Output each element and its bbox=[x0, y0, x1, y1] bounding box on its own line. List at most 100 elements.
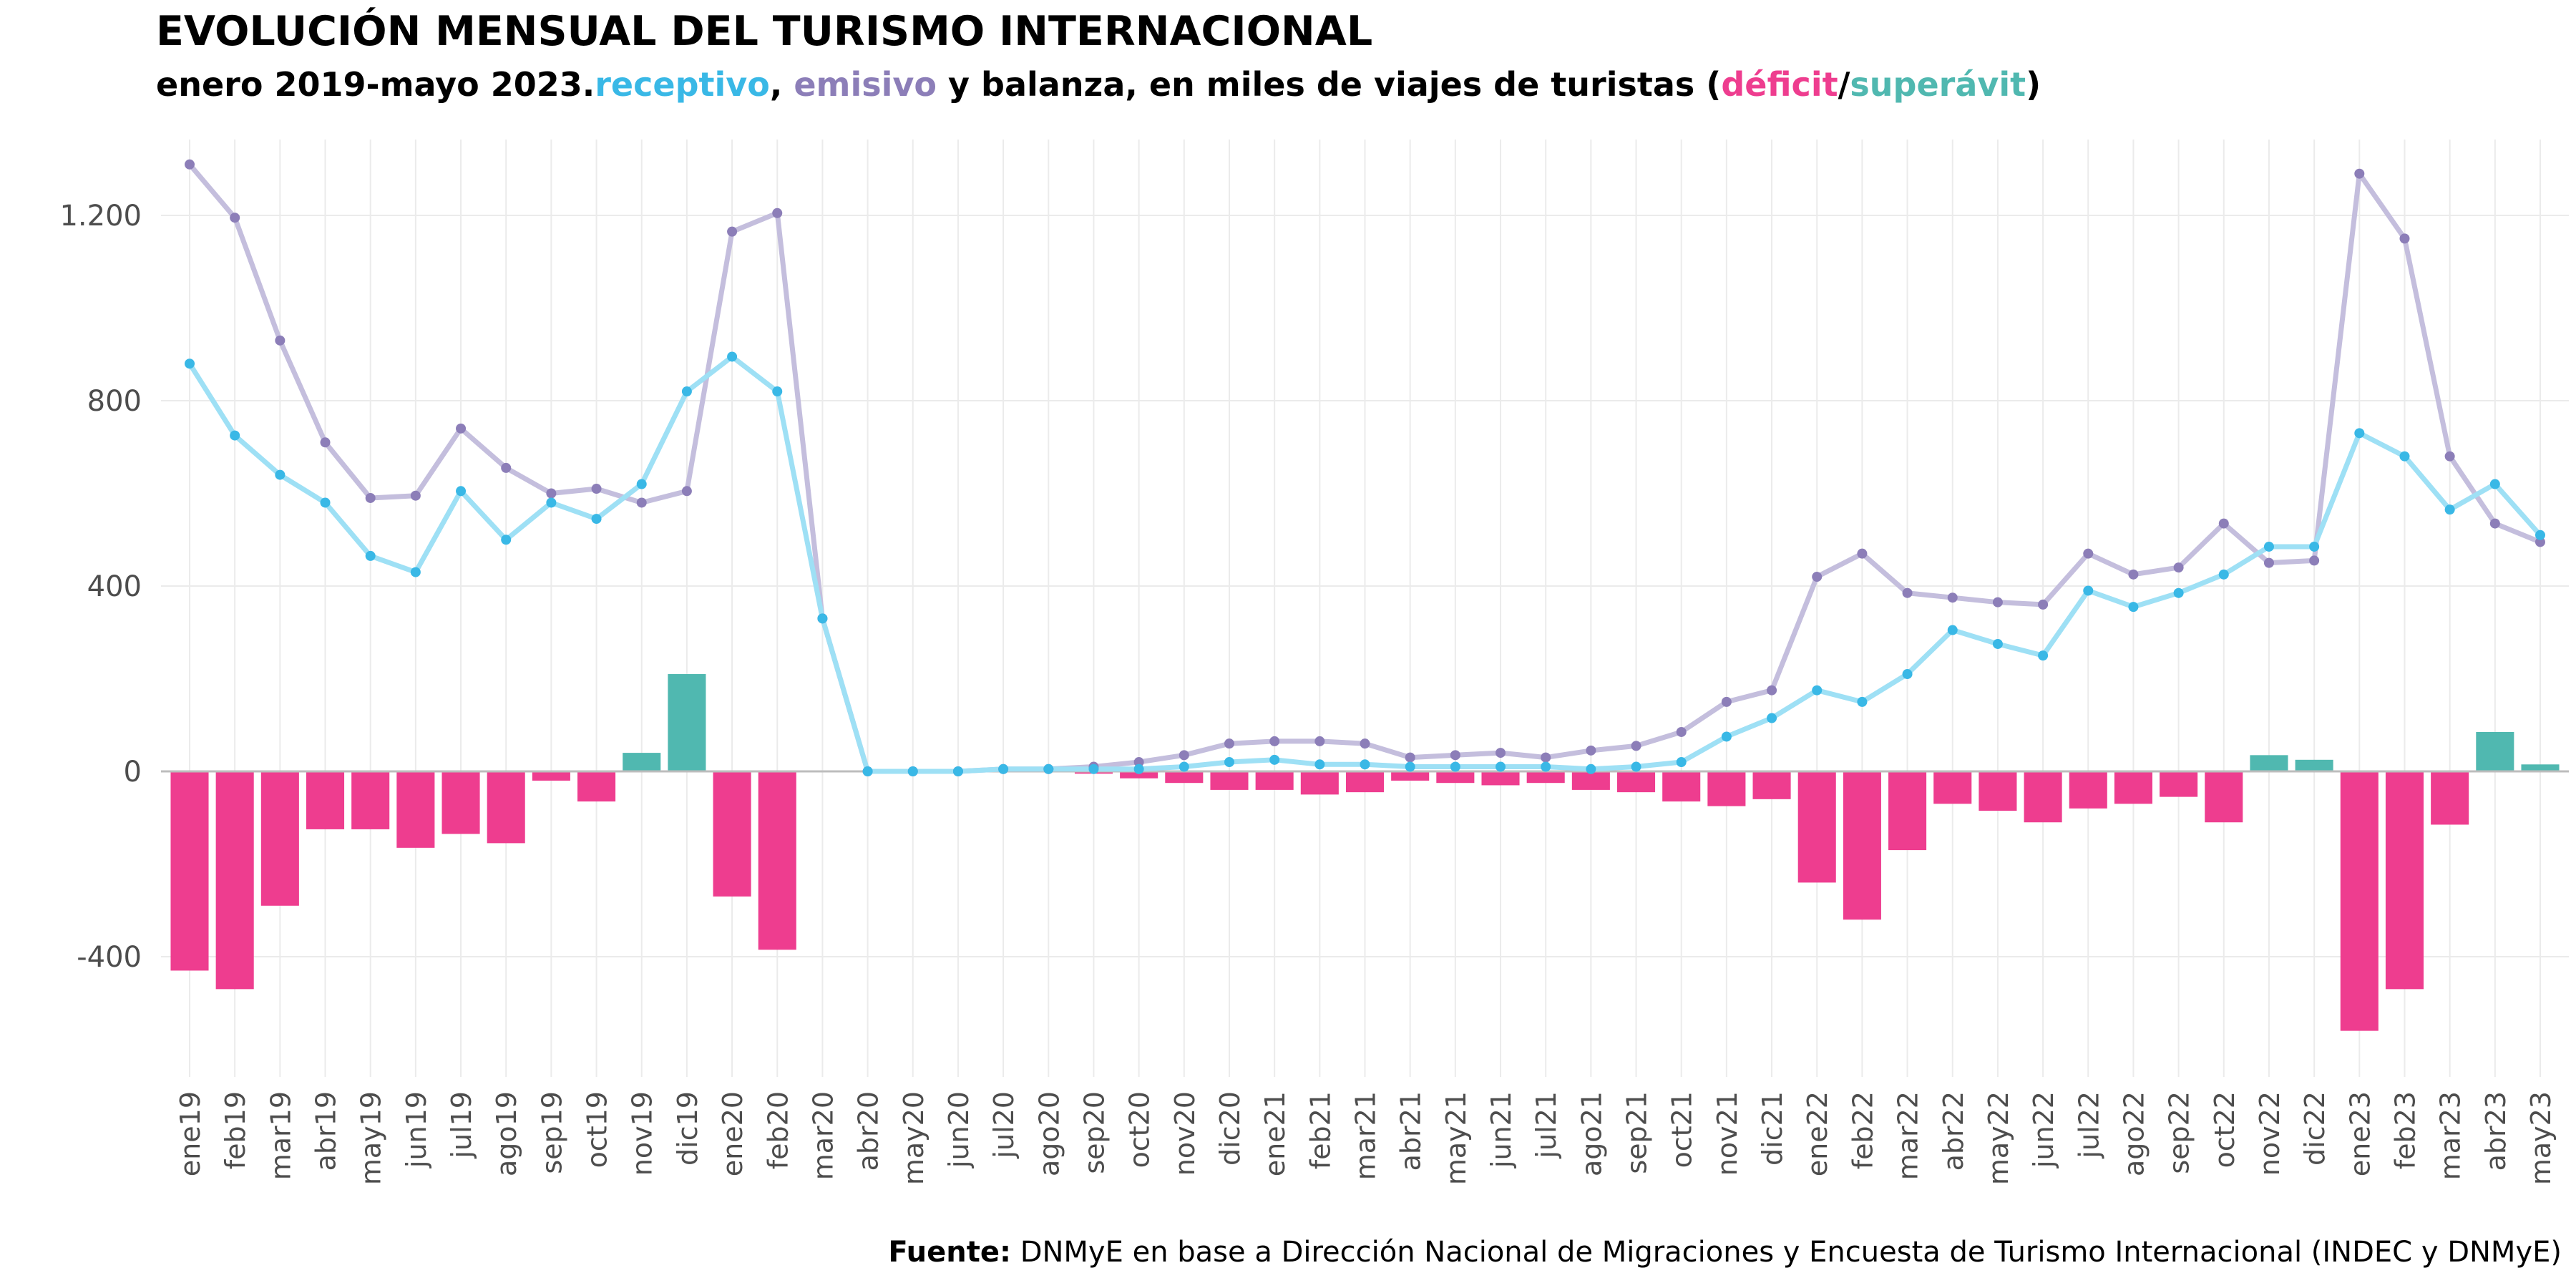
receptivo-point bbox=[998, 763, 1009, 774]
deficit-bar bbox=[1571, 771, 1610, 790]
x-tick-label: jun22 bbox=[2028, 1091, 2059, 1169]
emisivo-point bbox=[2263, 557, 2274, 568]
receptivo-point bbox=[1857, 696, 1868, 707]
subtitle-emisivo: emisivo bbox=[794, 65, 937, 104]
x-tick-label: jun21 bbox=[1485, 1091, 1517, 1169]
deficit-bar bbox=[396, 771, 435, 848]
emisivo-point bbox=[1676, 726, 1687, 737]
x-tick-label: nov21 bbox=[1712, 1091, 1743, 1176]
deficit-bar bbox=[713, 771, 751, 897]
receptivo-point bbox=[817, 613, 828, 624]
y-axis: -400 0 400 800 1.200 bbox=[59, 200, 142, 974]
x-tick-label: mar23 bbox=[2435, 1091, 2467, 1180]
emisivo-point bbox=[2083, 548, 2094, 559]
deficit-bar bbox=[1436, 771, 1475, 784]
emisivo-point bbox=[1767, 685, 1777, 696]
x-tick-label: abr20 bbox=[853, 1091, 884, 1171]
superavit-bar bbox=[2295, 759, 2333, 771]
x-tick-label: ene23 bbox=[2344, 1091, 2376, 1176]
source-note: Fuente: DNMyE en base a Dirección Nacion… bbox=[888, 1236, 2562, 1269]
x-tick-label: may20 bbox=[898, 1091, 930, 1185]
emisivo-point bbox=[1631, 741, 1641, 751]
deficit-bar bbox=[351, 771, 390, 829]
x-tick-label: ene22 bbox=[1802, 1091, 1833, 1176]
receptivo-point bbox=[1721, 731, 1732, 742]
emisivo-point bbox=[546, 488, 557, 499]
x-tick-label: sep19 bbox=[536, 1091, 567, 1174]
deficit-bar bbox=[170, 771, 209, 971]
emisivo-point bbox=[2038, 599, 2049, 610]
x-tick-label: jul21 bbox=[1531, 1091, 1562, 1159]
x-tick-label: ago21 bbox=[1576, 1091, 1607, 1176]
deficit-bar bbox=[2385, 771, 2424, 990]
y-tick-label: 0 bbox=[124, 756, 142, 789]
x-tick-label: may22 bbox=[1983, 1091, 2014, 1185]
emisivo-point bbox=[501, 462, 512, 473]
receptivo-point bbox=[2354, 428, 2365, 439]
emisivo-point bbox=[2173, 562, 2184, 573]
deficit-bar bbox=[1797, 771, 1836, 883]
receptivo-point bbox=[907, 766, 918, 776]
deficit-bar bbox=[1707, 771, 1746, 806]
receptivo-point bbox=[1405, 761, 1415, 772]
x-tick-label: dic20 bbox=[1214, 1091, 1246, 1166]
emisivo-point bbox=[636, 497, 647, 508]
balance-bars bbox=[170, 674, 2560, 1031]
deficit-bar bbox=[2024, 771, 2062, 823]
deficit-bar bbox=[1843, 771, 1881, 920]
receptivo-point bbox=[952, 766, 963, 776]
receptivo-point bbox=[1631, 761, 1641, 772]
subtitle-slash: / bbox=[1838, 65, 1850, 104]
receptivo-point bbox=[1450, 761, 1460, 772]
x-tick-label: abr23 bbox=[2480, 1091, 2512, 1171]
grid-lines bbox=[161, 140, 2569, 1077]
deficit-bar bbox=[1526, 771, 1565, 784]
receptivo-point bbox=[1992, 638, 2003, 649]
deficit-bar bbox=[260, 771, 299, 906]
subtitle-receptivo: receptivo bbox=[595, 65, 770, 104]
receptivo-point bbox=[501, 535, 512, 545]
receptivo-point bbox=[1088, 763, 1099, 774]
y-tick-label: 1.200 bbox=[59, 200, 142, 233]
emisivo-point bbox=[365, 492, 376, 503]
chart-subtitle: enero 2019-mayo 2023.receptivo, emisivo … bbox=[156, 61, 2041, 108]
emisivo-point bbox=[1947, 592, 1958, 603]
receptivo-point bbox=[862, 766, 873, 776]
deficit-bar bbox=[2340, 771, 2379, 1031]
x-tick-label: oct21 bbox=[1667, 1091, 1698, 1168]
emisivo-point bbox=[2218, 518, 2229, 529]
receptivo-point bbox=[410, 567, 421, 577]
superavit-bar bbox=[668, 674, 706, 771]
receptivo-point bbox=[1541, 761, 1551, 772]
x-tick-label: mar19 bbox=[265, 1091, 296, 1180]
deficit-bar bbox=[441, 771, 480, 834]
emisivo-point bbox=[1812, 572, 1823, 582]
deficit-bar bbox=[2205, 771, 2243, 823]
x-tick-label: abr22 bbox=[1938, 1091, 1969, 1171]
x-tick-label: abr21 bbox=[1395, 1091, 1427, 1171]
emisivo-point bbox=[1450, 750, 1460, 761]
receptivo-point bbox=[1179, 761, 1189, 772]
emisivo-point bbox=[2309, 555, 2320, 566]
receptivo-point bbox=[727, 351, 738, 362]
x-tick-label: ene19 bbox=[175, 1091, 206, 1176]
receptivo-point bbox=[1269, 754, 1280, 765]
receptivo-point bbox=[2263, 541, 2274, 552]
x-tick-label: sep20 bbox=[1078, 1091, 1110, 1174]
deficit-bar bbox=[1120, 771, 1158, 779]
emisivo-point bbox=[456, 423, 467, 434]
receptivo-point bbox=[185, 358, 195, 369]
deficit-bar bbox=[2114, 771, 2152, 804]
x-tick-label: ago20 bbox=[1033, 1091, 1065, 1176]
receptivo-point bbox=[1812, 685, 1823, 696]
emisivo-point bbox=[1496, 748, 1506, 758]
emisivo-point bbox=[1541, 752, 1551, 763]
subtitle-suffix: ) bbox=[2026, 65, 2041, 104]
emisivo-point bbox=[275, 335, 286, 346]
deficit-bar bbox=[487, 771, 525, 844]
deficit-bar bbox=[306, 771, 345, 829]
deficit-bar bbox=[1300, 771, 1339, 795]
receptivo-point bbox=[681, 386, 692, 397]
x-tick-label: jul20 bbox=[988, 1091, 1020, 1159]
deficit-bar bbox=[532, 771, 570, 781]
